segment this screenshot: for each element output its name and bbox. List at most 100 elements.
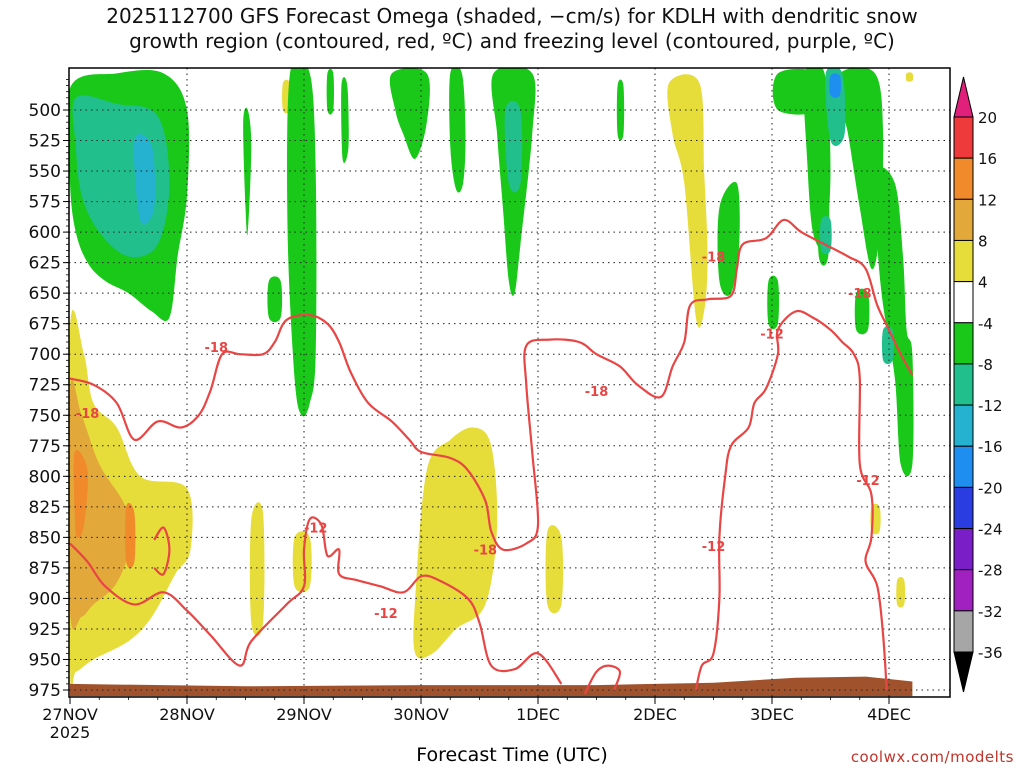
omega-region-18: [341, 77, 349, 163]
y-tick-label: 525: [29, 132, 61, 152]
y-tick-label: 775: [29, 437, 61, 457]
omega-region-11: [905, 72, 914, 82]
colorbar-level-label: 12: [978, 191, 997, 209]
contour-label: -12: [760, 327, 784, 342]
y-tick-label: 550: [29, 162, 61, 182]
omega-region-20: [267, 276, 283, 323]
contour-line-1: [69, 516, 563, 685]
colorbar-level-label: -36: [978, 644, 1003, 662]
contour-labels: -18 -18 -18 -18 -18 -18 -12 -12 -12 -12 -12: [76, 251, 880, 623]
omega-shading: [69, 68, 914, 693]
y-tick-label: 500: [29, 101, 61, 121]
omega-region-35: [819, 216, 832, 255]
dendritic-contours: [69, 218, 914, 695]
y-tick-label: 925: [29, 620, 61, 640]
x-tick-label: 2DEC: [633, 705, 677, 724]
omega-region-37: [854, 288, 870, 335]
colorbar-bin: [953, 404, 974, 447]
y-tick-label: 675: [29, 315, 61, 335]
x-axis: 27NOV 28NOV 29NOV 30NOV 1DEC 2DEC 3DEC 4DEC 2025: [42, 697, 911, 742]
x-tick-label: 4DEC: [867, 705, 911, 724]
colorbar-level-label: 8: [978, 232, 988, 250]
omega-region-24: [504, 100, 523, 193]
colorbar-bin: [953, 322, 974, 365]
omega-region-29: [772, 68, 824, 115]
omega-region-8: [667, 74, 708, 328]
y-tick-label: 950: [29, 650, 61, 670]
x-tick-label: 3DEC: [750, 705, 794, 724]
contour-label: -12: [856, 474, 880, 489]
y-tick-label: 900: [29, 589, 61, 609]
omega-region-36: [881, 325, 894, 365]
contour-label: -18: [702, 251, 726, 266]
watermark: coolwx.com/modelts: [850, 748, 1014, 766]
contour-line-2: [694, 309, 888, 691]
colorbar-level-label: 16: [978, 150, 997, 168]
omega-region-6: [292, 531, 312, 593]
colorbar-level-label: -32: [978, 603, 1003, 621]
colorbar-level-label: 4: [978, 274, 988, 292]
colorbar-level-label: -28: [978, 562, 1003, 580]
colorbar-level-label: -8: [978, 356, 993, 374]
colorbar-level-label: -12: [978, 397, 1003, 415]
x-tick-label: 30NOV: [393, 705, 449, 724]
colorbar-level-label: 20: [978, 109, 997, 127]
chart-title-line2: growth region (contoured, red, ºC) and f…: [129, 29, 895, 53]
y-tick-label: 850: [29, 528, 61, 548]
terrain-fill: [70, 676, 913, 697]
omega-region-27: [767, 275, 780, 330]
y-tick-label: 725: [29, 376, 61, 396]
colorbar-bin: [953, 281, 974, 324]
omega-region-19: [326, 68, 334, 115]
colorbar-top-arrow: [953, 76, 974, 118]
omega-region-4: [413, 427, 498, 659]
colorbar-bin: [953, 198, 974, 241]
omega-region-30: [837, 68, 884, 270]
colorbar-bin: [953, 528, 974, 571]
colorbar-bin: [953, 363, 974, 406]
omega-region-26: [717, 181, 740, 296]
colorbar-bottom-arrow: [953, 651, 974, 693]
omega-region-3: [125, 502, 136, 569]
contour-line-0: [69, 218, 914, 552]
omega-region-10: [896, 577, 906, 608]
y-tick-label: 700: [29, 345, 61, 365]
colorbar-bin: [953, 116, 974, 159]
chart-title: 2025112700 GFS Forecast Omega (shaded, −…: [0, 4, 1024, 54]
omega-region-21: [389, 68, 430, 159]
omega-region-5: [249, 502, 265, 637]
colorbar-bin: [953, 486, 974, 530]
contour-label: -18: [474, 544, 498, 559]
contour-line-3: [153, 526, 171, 576]
y-tick-label: 575: [29, 193, 61, 213]
plot-frame: [68, 67, 951, 698]
x-tick-label: 27NOV: [42, 705, 98, 724]
x-tick-label: 29NOV: [276, 705, 332, 724]
y-tick-label: 825: [29, 498, 61, 518]
x-tick-year: 2025: [50, 723, 91, 742]
contour-label: -18: [205, 341, 229, 356]
contour-label: -18: [76, 407, 100, 422]
omega-region-16: [243, 107, 252, 236]
contour-label: -18: [585, 385, 609, 400]
colorbar-bin: [953, 610, 974, 653]
colorbar-bin: [953, 239, 974, 283]
colorbar-level-label: -16: [978, 438, 1003, 456]
y-tick-label: 600: [29, 223, 61, 243]
contour-label: -12: [702, 540, 726, 555]
omega-region-31: [873, 166, 914, 477]
omega-region-22: [449, 68, 466, 193]
y-tick-label: 625: [29, 254, 61, 274]
omega-region-17: [287, 68, 317, 417]
colorbar: 20 16 12 8 4 -4 -8 -12 -16 -20 -24 -28 -32 -36: [953, 76, 1003, 693]
y-tick-label: 650: [29, 284, 61, 304]
omega-region-1: [69, 379, 135, 630]
contour-label: -18: [848, 287, 872, 302]
contour-label: -12: [304, 522, 328, 537]
x-tick-label: 1DEC: [516, 705, 560, 724]
y-axis: 500 525 550 575 600 625 650 675 700 725 750 775 800 8…: [29, 79, 69, 701]
colorbar-bin: [953, 445, 974, 488]
colorbar-bin: [953, 569, 974, 612]
colorbar-level-label: -24: [978, 521, 1003, 539]
